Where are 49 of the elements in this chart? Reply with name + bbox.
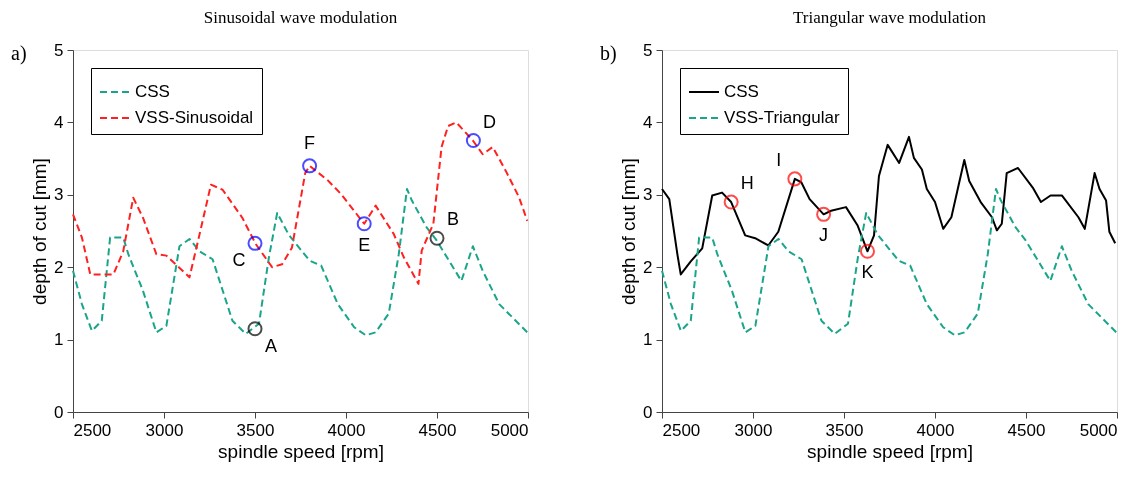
y-tick-label: 3 [643, 185, 653, 205]
x-tick-label: 4000 [916, 420, 955, 440]
annotation: D [482, 111, 496, 132]
y-tick-label: 4 [54, 112, 64, 132]
annotation: A [264, 335, 278, 356]
y-tick-label: 5 [643, 40, 653, 60]
legend-label: CSS [135, 82, 170, 101]
y-tick-label: 1 [54, 330, 64, 350]
y-tick-label: 3 [54, 185, 64, 205]
chart-title: Sinusoidal wave modulation [203, 8, 398, 27]
annotation: H [740, 173, 754, 194]
y-tick-label: 2 [54, 257, 64, 277]
legend-label: VSS-Triangular [724, 108, 840, 127]
x-tick-label: 5000 [1079, 420, 1118, 440]
text: b) [600, 42, 617, 65]
x-axis-title: spindle speed [rpm] [218, 440, 384, 462]
line-series [661, 135, 1117, 276]
y-tick-label: 1 [643, 330, 653, 350]
annotation: C [232, 250, 246, 271]
x-tick-label: 3500 [825, 420, 864, 440]
annotation: E [358, 234, 371, 255]
x-tick-label: 3000 [145, 420, 184, 440]
chart-title: Triangular wave modulation [793, 8, 987, 27]
legend-label: CSS [724, 82, 759, 101]
y-tick-label: 4 [643, 112, 653, 132]
x-tick-label: 3500 [236, 420, 275, 440]
x-tick-label: 3000 [734, 420, 773, 440]
y-axis-title: depth of cut [mm] [618, 158, 640, 305]
y-tick-label: 0 [643, 402, 653, 422]
y-tick-label: 0 [54, 402, 64, 422]
text: a) [11, 42, 27, 65]
x-tick-label: 5000 [490, 420, 529, 440]
x-tick-label: 4000 [327, 420, 366, 440]
annotation: B [446, 209, 460, 230]
legend-label: VSS-Sinusoidal [135, 108, 254, 127]
x-tick-label: 4500 [1007, 420, 1046, 440]
x-tick-label: 4500 [418, 420, 457, 440]
annotation: I [776, 149, 782, 170]
annotation: F [304, 132, 316, 153]
x-axis-title: spindle speed [rpm] [807, 440, 973, 462]
y-tick-label: 5 [54, 40, 64, 60]
line-series [72, 188, 529, 337]
y-axis-title: depth of cut [mm] [29, 158, 51, 305]
x-tick-label: 2500 [662, 420, 701, 440]
annotation: K [861, 262, 874, 283]
line-series [661, 188, 1118, 337]
annotation: J [819, 225, 829, 246]
y-tick-label: 2 [643, 257, 653, 277]
x-tick-label: 2500 [73, 420, 112, 440]
